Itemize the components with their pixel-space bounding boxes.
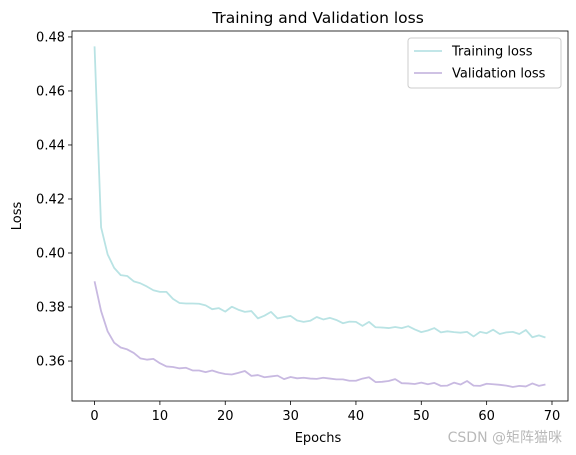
plot-lines — [93, 46, 546, 388]
x-tick-label: 0 — [90, 409, 98, 424]
plot-frame — [71, 30, 569, 402]
x-tick-label: 30 — [282, 409, 299, 424]
x-tick-label: 20 — [217, 409, 234, 424]
series-line-0 — [93, 46, 546, 339]
y-tick-label: 0.46 — [36, 84, 65, 99]
y-axis: 0.36 0.38 0.40 0.42 0.44 0.46 0.48 — [36, 30, 72, 370]
y-tick-label: 0.38 — [36, 301, 65, 316]
y-tick-label: 0.44 — [36, 138, 65, 153]
series-line-1 — [93, 281, 546, 388]
x-axis: 0 10 20 30 40 50 60 70 — [90, 401, 560, 424]
x-tick-label: 70 — [544, 409, 561, 424]
legend-label-1: Validation loss — [452, 67, 546, 82]
y-tick-label: 0.40 — [36, 247, 65, 262]
x-tick-label: 50 — [413, 409, 430, 424]
x-tick-label: 40 — [348, 409, 365, 424]
x-tick-label: 10 — [152, 409, 169, 424]
y-axis-label: Loss — [10, 202, 25, 231]
chart-title: Training and Validation loss — [211, 9, 424, 27]
watermark: CSDN @矩阵猫咪 — [447, 430, 562, 446]
y-tick-label: 0.36 — [36, 355, 65, 370]
legend-label-0: Training loss — [451, 45, 533, 60]
x-axis-label: Epochs — [295, 431, 342, 446]
x-tick-label: 60 — [478, 409, 495, 424]
legend: Training loss Validation loss — [407, 37, 562, 89]
y-tick-label: 0.42 — [36, 192, 65, 207]
y-tick-label: 0.48 — [36, 30, 65, 45]
legend-frame — [407, 37, 562, 89]
